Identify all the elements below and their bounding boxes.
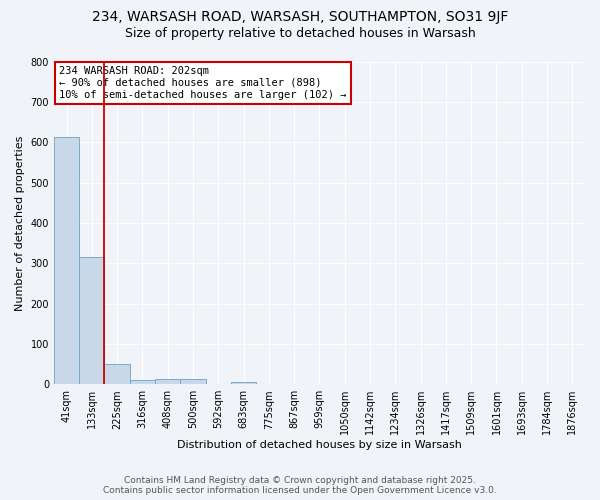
Bar [104, 364, 130, 384]
X-axis label: Distribution of detached houses by size in Warsash: Distribution of detached houses by size … [177, 440, 462, 450]
Bar [130, 380, 155, 384]
Text: Size of property relative to detached houses in Warsash: Size of property relative to detached ho… [125, 28, 475, 40]
Bar [155, 380, 181, 384]
Bar [79, 257, 104, 384]
Text: 234 WARSASH ROAD: 202sqm
← 90% of detached houses are smaller (898)
10% of semi-: 234 WARSASH ROAD: 202sqm ← 90% of detach… [59, 66, 347, 100]
Bar [181, 379, 206, 384]
Text: 234, WARSASH ROAD, WARSASH, SOUTHAMPTON, SO31 9JF: 234, WARSASH ROAD, WARSASH, SOUTHAMPTON,… [92, 10, 508, 24]
Y-axis label: Number of detached properties: Number of detached properties [15, 135, 25, 310]
Bar [231, 382, 256, 384]
Bar [54, 136, 79, 384]
Text: Contains HM Land Registry data © Crown copyright and database right 2025.
Contai: Contains HM Land Registry data © Crown c… [103, 476, 497, 495]
